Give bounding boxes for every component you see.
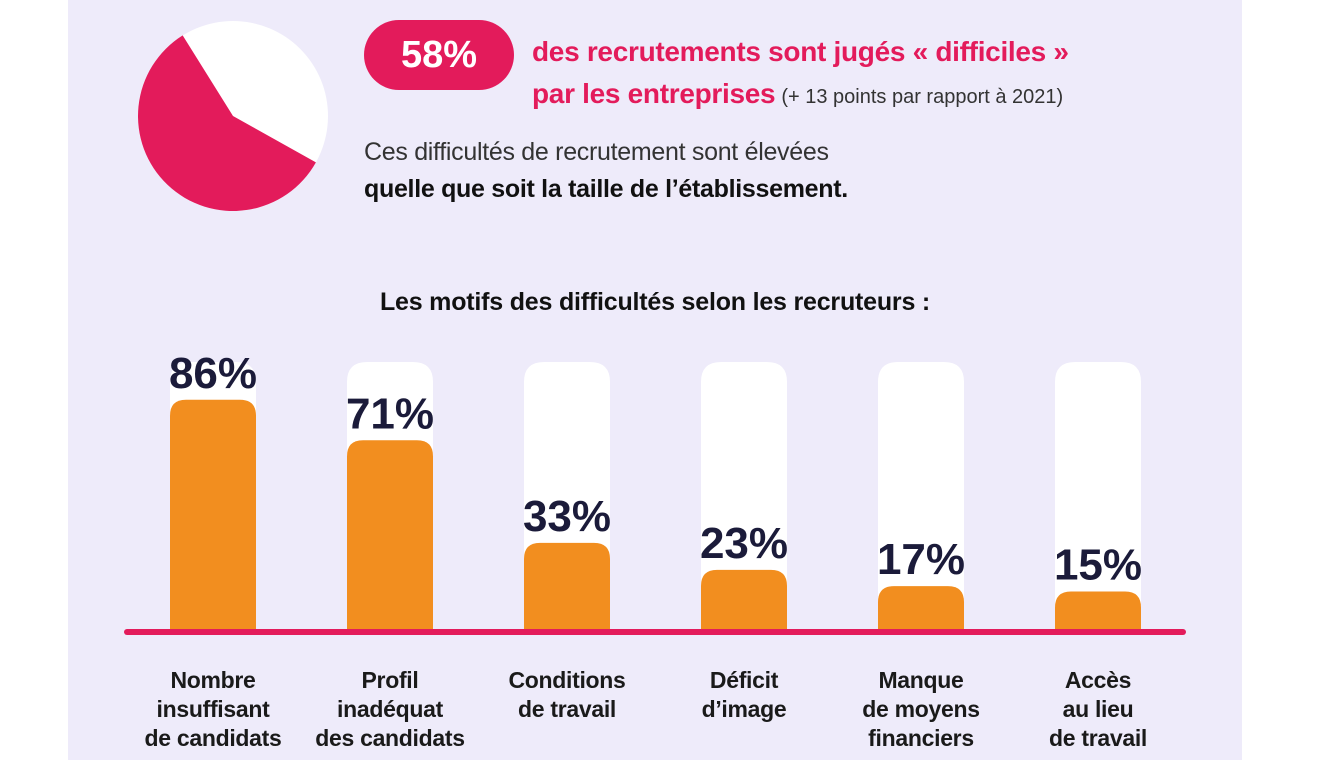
category-label: Nombre xyxy=(170,667,255,693)
category-label: au lieu xyxy=(1063,696,1134,722)
bar-value-label: 23% xyxy=(700,519,788,568)
headline-line-2: par les entreprises (+ 13 points par rapp… xyxy=(532,78,1063,110)
category-label: de moyens xyxy=(862,696,979,722)
percent-badge: 58% xyxy=(364,20,514,90)
bar-value-label: 86% xyxy=(169,349,257,398)
category-label: de candidats xyxy=(145,725,282,751)
pie-chart xyxy=(138,21,328,211)
category-label: Profil xyxy=(362,667,419,693)
category-label: d’image xyxy=(702,696,787,722)
category-label: Conditions xyxy=(508,667,625,693)
pie-slice xyxy=(138,35,316,211)
bar-track xyxy=(1055,362,1141,630)
subtext-line-1: Ces difficultés de recrutement sont élev… xyxy=(364,138,829,166)
bar-value-label: 15% xyxy=(1054,541,1142,590)
category-label: de travail xyxy=(518,696,616,722)
category-label: des candidats xyxy=(315,725,465,751)
category-label: inadéquat xyxy=(337,696,444,722)
bar-value-label: 17% xyxy=(877,535,965,584)
bar xyxy=(878,586,964,632)
bar xyxy=(347,440,433,632)
headline-line-2-text: par les entreprises xyxy=(532,78,776,109)
category-label: Accès xyxy=(1065,667,1131,693)
bar-track xyxy=(701,362,787,630)
bar-track xyxy=(878,362,964,630)
headline-note: (+ 13 points par rapport à 2021) xyxy=(781,86,1064,108)
category-label: Manque xyxy=(878,667,963,693)
bar xyxy=(701,569,787,632)
headline-line-1: des recrutements sont jugés « difficiles… xyxy=(532,36,1069,67)
category-label: Déficit xyxy=(710,667,779,693)
category-label: de travail xyxy=(1049,725,1147,751)
chart-baseline xyxy=(124,629,1186,635)
chart-title: Les motifs des difficultés selon les rec… xyxy=(379,288,931,316)
bar xyxy=(1055,591,1141,632)
bar-value-label: 33% xyxy=(523,492,611,541)
subtext-line-2: quelle que soit la taille de l’établisse… xyxy=(364,175,848,203)
bar xyxy=(524,542,610,632)
bar xyxy=(170,399,256,632)
category-label: insuffisant xyxy=(157,696,271,722)
bar-value-label: 71% xyxy=(346,389,434,438)
category-label: financiers xyxy=(868,725,974,751)
